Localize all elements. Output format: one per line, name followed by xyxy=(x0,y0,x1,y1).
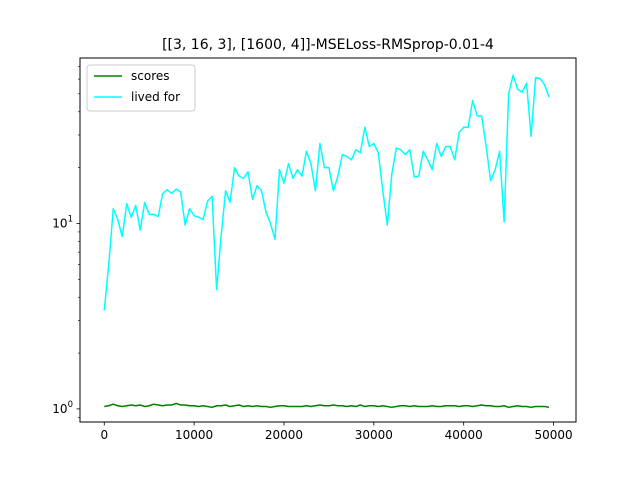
plot-frame xyxy=(79,57,577,423)
series-line-scores xyxy=(104,402,550,409)
series-line-lived-for xyxy=(103,74,550,311)
legend-label: lived for xyxy=(131,90,180,104)
x-tick-label: 20000 xyxy=(265,428,303,442)
legend: scores lived for xyxy=(86,64,196,112)
chart-title: [[3, 16, 3], [1600, 4]]-MSELoss-RMSprop-… xyxy=(162,37,494,53)
legend-label: scores xyxy=(131,69,170,83)
y-tick-label: 101 xyxy=(52,214,73,230)
x-axis: 0 10000 20000 30000 40000 50000 xyxy=(100,422,573,442)
x-tick-label: 30000 xyxy=(355,428,393,442)
plot-lines xyxy=(103,74,550,409)
y-axis: 100 101 xyxy=(52,66,80,418)
x-tick-label: 0 xyxy=(100,428,108,442)
x-tick-label: 10000 xyxy=(175,428,213,442)
x-tick-label: 40000 xyxy=(445,428,483,442)
x-tick-label: 50000 xyxy=(534,428,572,442)
y-tick-label: 100 xyxy=(52,400,73,416)
